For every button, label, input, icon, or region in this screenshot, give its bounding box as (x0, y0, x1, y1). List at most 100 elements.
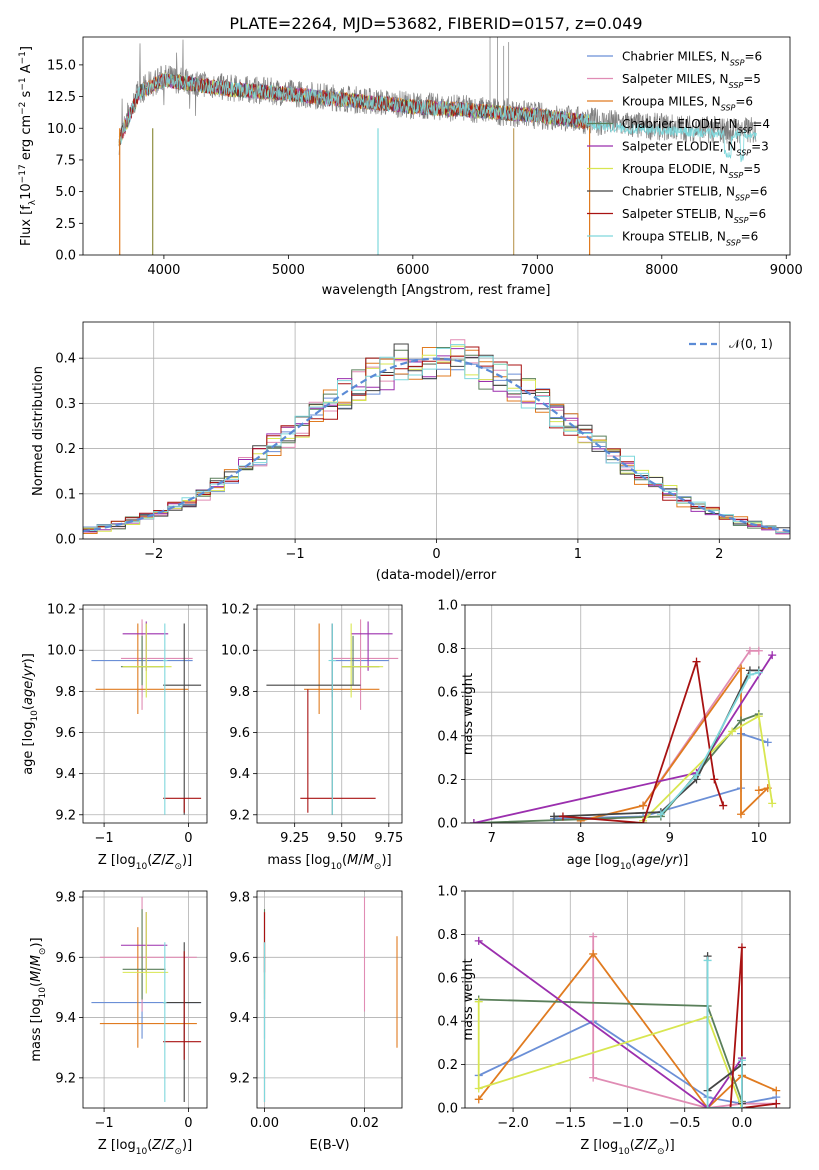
x-axis-label: mass [log10(M/M⊙)] (267, 853, 391, 872)
series-line (553, 732, 768, 820)
error-bars (266, 619, 399, 815)
series-marker (589, 1073, 598, 1082)
x-tick-label: 5000 (272, 263, 305, 278)
data-point (300, 689, 376, 813)
panel-3: 9.25 9.50 9.75 9.2 9.4 9.6 9.8 10.0 10.2 mass [lo… (221, 603, 403, 872)
series (558, 657, 728, 823)
axes-frame (82, 36, 791, 256)
data-point (163, 942, 167, 1102)
series-marker (737, 1056, 746, 1065)
series-marker (719, 801, 728, 810)
y-tick-label: 9.2 (55, 808, 76, 823)
series-marker (754, 786, 763, 795)
series (639, 712, 777, 823)
series-marker (474, 1095, 483, 1104)
axes-frame (256, 604, 403, 824)
series-marker (474, 997, 483, 1006)
series-marker (768, 651, 777, 660)
y-axis-label: mass weight (461, 958, 476, 1040)
y-tick-label: 7.5 (55, 153, 76, 168)
y-tick-label: 9.4 (229, 1011, 250, 1026)
y-tick-label: 9.8 (55, 685, 76, 700)
series-marker (474, 1084, 483, 1093)
series (656, 668, 763, 819)
x-tick-label: 8000 (645, 263, 678, 278)
legend: Chabrier MILES, NSSP=6 Salpeter MILES, NS… (587, 50, 770, 247)
data-point (95, 623, 189, 714)
data-point (99, 897, 197, 1012)
y-tick-label: 9.6 (229, 951, 250, 966)
x-axis-label: wavelength [Angstrom, rest frame] (322, 283, 551, 298)
y-tick-label: 10.0 (47, 644, 76, 659)
y-tick-label: 0.6 (437, 971, 458, 986)
y-tick-label: 2.5 (55, 217, 76, 232)
series-marker (737, 943, 746, 952)
y-tick-label: 5.0 (55, 185, 76, 200)
y-axis-label: Flux [fλ10−17 erg cm−2 s−1 A−1] (18, 46, 38, 246)
x-tick-label: 1 (574, 547, 582, 562)
data-point (163, 623, 168, 815)
x-tick-label: 0 (184, 1116, 192, 1131)
x-tick-label: 10 (751, 831, 768, 846)
x-tick-label: −1 (95, 831, 114, 846)
y-tick-label: 12.5 (47, 90, 76, 105)
axes-frame (82, 890, 208, 1109)
series-line (660, 671, 760, 815)
y-tick-label: 9.6 (229, 726, 250, 741)
y-tick-label: 9.4 (55, 1011, 76, 1026)
series-marker (754, 712, 763, 721)
data-point (163, 951, 202, 1060)
y-tick-label: 10.0 (47, 122, 76, 137)
axes-frame (82, 604, 208, 824)
legend-entry: Chabrier MILES, NSSP=6 (622, 50, 762, 68)
x-axis-label: Z [log10(Z/Z⊙)] (98, 1138, 192, 1157)
model-spectrum-red (589, 120, 757, 163)
legend-entry: Salpeter STELIB, NSSP=6 (622, 207, 766, 225)
data-point (122, 623, 172, 698)
x-axis-label: Z [log10(Z/Z⊙)] (98, 853, 192, 872)
weight-lines (469, 646, 777, 823)
axes-frame (464, 890, 791, 1109)
series-line (706, 960, 743, 1108)
panel-5: −1 0 9.2 9.4 9.6 9.8 Z [log10(Z/Z⊙)] mass [log1… (29, 890, 208, 1157)
x-tick-label: 0.00 (250, 1116, 279, 1131)
legend-entry: Salpeter MILES, NSSP=5 (622, 72, 761, 90)
series-marker (639, 819, 648, 823)
x-tick-label: 9000 (770, 263, 803, 278)
y-tick-label: 0.4 (437, 1015, 458, 1030)
series (469, 651, 777, 823)
y-tick-label: 0.2 (55, 442, 76, 457)
data-point (122, 912, 169, 994)
series-marker (703, 956, 712, 965)
series-marker (469, 819, 478, 823)
legend-entry: Salpeter ELODIE, NSSP=3 (622, 140, 769, 158)
y-tick-label: 9.8 (55, 891, 76, 906)
error-bars (91, 897, 202, 1102)
y-tick-label: 9.8 (229, 685, 250, 700)
series-marker (737, 1104, 746, 1108)
y-axis-label: mass weight (461, 673, 476, 755)
panel-6: 0.00 0.02 9.2 9.4 9.6 9.8 E(B-V) (229, 891, 403, 1153)
panel-0: 4000 5000 6000 7000 8000 9000 0.0 2.5 5.0 7.5 10.0… (18, 36, 803, 298)
data-point (163, 797, 202, 813)
series-marker (692, 771, 701, 780)
x-tick-label: 6000 (396, 263, 429, 278)
y-tick-label: 0.0 (437, 817, 458, 832)
series-marker (703, 1104, 712, 1108)
data-point (266, 623, 361, 815)
x-tick-label: 7000 (521, 263, 554, 278)
y-tick-label: 0.8 (437, 642, 458, 657)
data-point (332, 619, 399, 710)
y-tick-label: 0.3 (55, 397, 76, 412)
error-bars (263, 897, 398, 1102)
y-tick-label: 1.0 (437, 885, 458, 900)
data-point (351, 621, 393, 671)
x-tick-label: 8 (577, 831, 585, 846)
series-marker (656, 810, 665, 819)
series-marker (737, 664, 746, 673)
panel-2: −1 0 9.2 9.4 9.6 9.8 10.0 10.2 Z [log10(Z/Z⊙)] ag… (21, 603, 208, 872)
y-tick-label: 0.6 (437, 686, 458, 701)
weight-lines (474, 932, 781, 1108)
gaussian-reference-curve (83, 357, 790, 533)
x-tick-label: −1 (286, 547, 305, 562)
